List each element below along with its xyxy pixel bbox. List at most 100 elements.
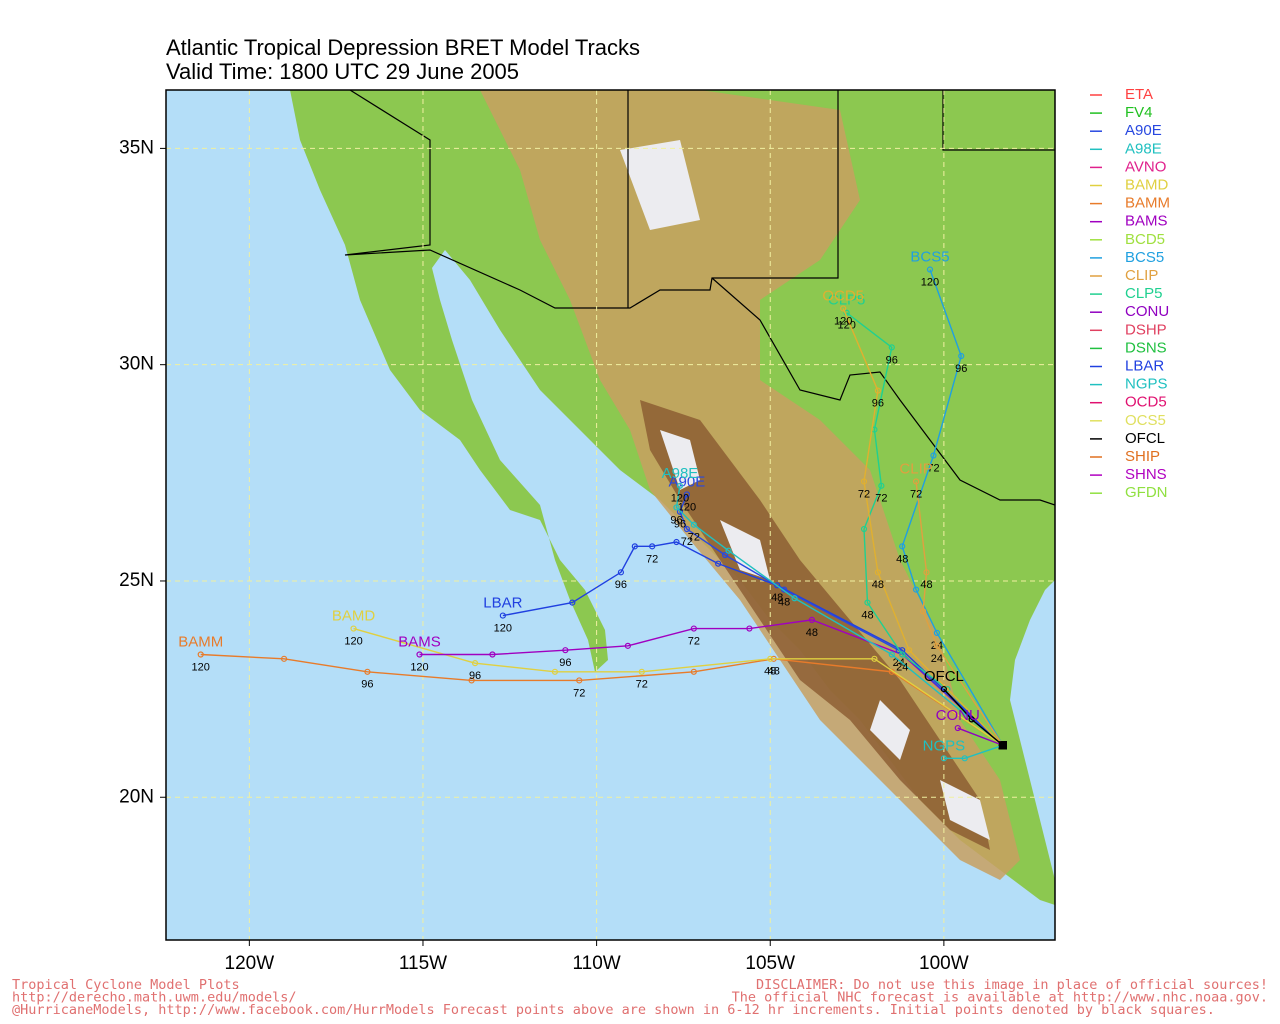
legend-label: GFDN (1125, 484, 1168, 501)
forecast-hour: 48 (768, 666, 780, 678)
forecast-hour: 48 (861, 610, 873, 622)
forecast-hour: 48 (872, 579, 884, 591)
forecast-hour: 72 (910, 488, 922, 500)
footer-text: Tropical Cyclone Model Plots (12, 977, 240, 993)
title: Atlantic Tropical Depression BRET Model … (166, 35, 640, 60)
forecast-point (499, 612, 506, 619)
forecast-point (489, 651, 496, 658)
forecast-point (416, 651, 423, 658)
forecast-point (676, 482, 684, 489)
footer-text: DISCLAIMER: Do not use this image in pla… (756, 977, 1268, 993)
forecast-point (968, 716, 975, 723)
forecast-hour: 24 (896, 661, 908, 673)
legend-label: CLIP (1125, 267, 1158, 284)
forecast-point (860, 478, 868, 485)
forecast-point (926, 266, 934, 273)
initial-point (998, 741, 1007, 750)
forecast-hour: 48 (771, 592, 783, 604)
track-label: CLIP (899, 460, 932, 477)
border (711, 277, 1055, 506)
track-line (675, 485, 1004, 746)
legend-label: A98E (1125, 140, 1162, 157)
track-label: NGPS (923, 737, 966, 754)
legend-label: OFCL (1125, 430, 1165, 447)
forecast-point (631, 543, 638, 550)
forecast-hour: 96 (674, 519, 686, 531)
legend-label: DSHP (1125, 321, 1167, 338)
forecast-point (364, 668, 371, 675)
track-line (502, 541, 1004, 746)
track-label: CONU (936, 707, 980, 724)
legend-label: AVNO (1125, 158, 1166, 175)
track-label: BCS5 (910, 248, 949, 265)
legend-label: BCS5 (1125, 249, 1164, 266)
forecast-point (197, 651, 204, 658)
forecast-point (551, 668, 559, 675)
forecast-hour: 24 (931, 653, 943, 665)
y-tick-label: 30N (119, 354, 154, 375)
legend-label: ETA (1125, 86, 1153, 103)
y-tick-label: 35N (119, 137, 154, 158)
forecast-point (774, 582, 781, 589)
tracks: 487296120BAMM487296120BAMD487296120BAMS4… (178, 248, 1007, 762)
track-line (846, 312, 1004, 746)
forecast-hour: 48 (764, 666, 776, 678)
forecast-point (690, 625, 697, 632)
forecast-point (912, 478, 920, 485)
legend-label: BAMM (1125, 195, 1170, 212)
forecast-point (562, 647, 569, 654)
forecast-hour: 72 (573, 687, 585, 699)
forecast-point (576, 677, 583, 684)
forecast-hour: 72 (875, 493, 887, 505)
forecast-hour: 96 (559, 657, 571, 669)
track-label: A98E (662, 465, 699, 482)
forecast-point (899, 543, 906, 550)
track-label: BAMD (332, 608, 376, 625)
forecast-point (933, 629, 941, 636)
forecast-point (874, 387, 881, 394)
footer-text: http://derecho.math.uwm.edu/models/ (12, 990, 296, 1006)
forecast-hour: 72 (646, 553, 658, 565)
forecast-point (690, 521, 697, 528)
x-tick-label: 110W (572, 953, 620, 974)
forecast-point (683, 525, 690, 533)
track-label: BAMM (178, 633, 223, 650)
forecast-hour: 120 (344, 635, 362, 647)
x-tick-label: 115W (399, 953, 447, 974)
legend-label: OCD5 (1125, 394, 1167, 411)
forecast-point (906, 647, 913, 654)
forecast-point (808, 616, 816, 623)
track-line (943, 744, 1004, 760)
y-tick-label: 25N (119, 570, 154, 591)
forecast-hour: 120 (678, 501, 696, 513)
forecast-hour: 120 (671, 493, 689, 505)
footer-text: @HurricaneModels, http://www.facebook.co… (12, 1002, 1215, 1018)
forecast-point (569, 599, 576, 606)
forecast-point (725, 547, 732, 554)
forecast-point (961, 755, 968, 762)
forecast-point (676, 508, 684, 515)
grid (160, 90, 1055, 946)
forecast-point (673, 538, 680, 546)
track-line (943, 688, 1004, 746)
forecast-hour: 120 (410, 661, 428, 673)
forecast-point (468, 677, 475, 684)
forecast-point (912, 586, 920, 593)
forecast-hour: 96 (670, 514, 682, 526)
track-label: OCD5 (822, 287, 864, 304)
legend-label: BCD5 (1125, 231, 1165, 248)
track-label: LBAR (483, 595, 522, 612)
legend-label: SHNS (1125, 466, 1167, 483)
track-line (901, 269, 1004, 746)
forecast-point (958, 352, 965, 360)
forecast-point (919, 608, 927, 615)
forecast-hour: 96 (886, 354, 898, 366)
forecast-point (690, 668, 697, 675)
forecast-hour: 120 (192, 661, 210, 673)
forecast-hour: 96 (361, 679, 373, 691)
x-tick-label: 105W (745, 953, 795, 974)
forecast-point (878, 482, 885, 489)
forecast-point (864, 599, 871, 606)
border (942, 90, 1055, 151)
